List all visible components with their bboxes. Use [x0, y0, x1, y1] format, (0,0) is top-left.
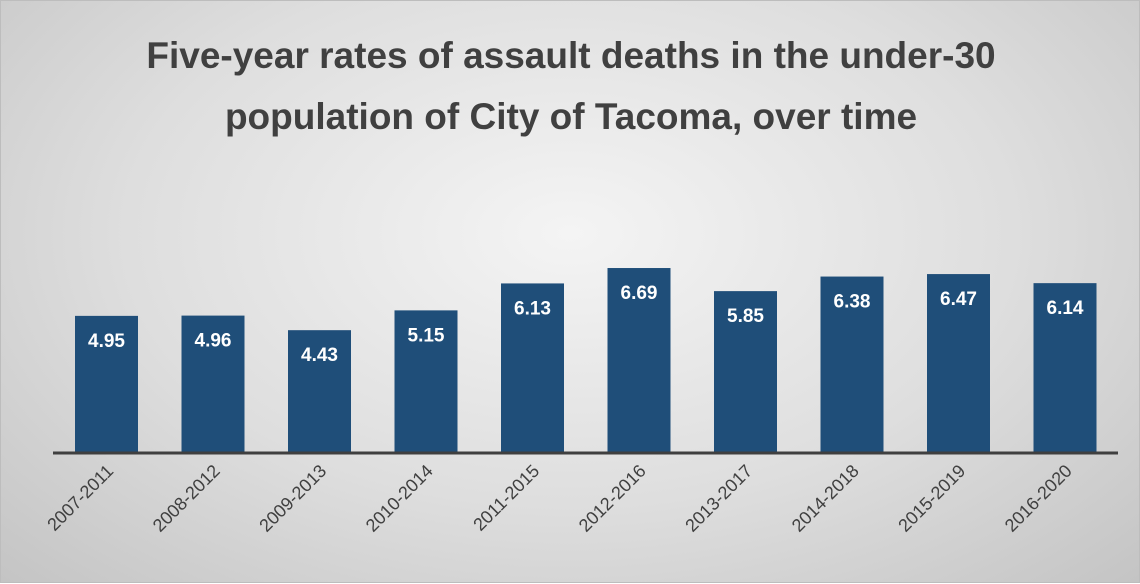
x-tick-label: 2013-2017	[681, 461, 756, 536]
data-label: 5.15	[408, 325, 445, 346]
x-tick-label: 2008-2012	[149, 461, 224, 536]
x-tick-label: 2014-2018	[788, 461, 863, 536]
bar	[394, 310, 458, 452]
bar	[1033, 283, 1097, 452]
bar	[288, 330, 351, 452]
bar	[714, 291, 777, 452]
data-label: 4.96	[195, 331, 232, 352]
x-tick-label: 2015-2019	[894, 461, 969, 536]
data-label: 6.38	[834, 292, 871, 313]
data-label: 4.43	[301, 345, 338, 366]
x-tick-label: 2011-2015	[469, 461, 543, 535]
x-tick-label: 2007-2011	[43, 461, 117, 535]
data-label: 6.47	[940, 289, 977, 310]
data-label: 6.13	[514, 298, 551, 319]
bar	[607, 268, 671, 452]
data-label: 6.69	[621, 283, 658, 304]
x-tick-label: 2010-2014	[362, 461, 437, 536]
bar	[820, 276, 884, 452]
chart-title: Five-year rates of assault deaths in the…	[146, 35, 996, 137]
x-tick-label: 2016-2020	[1001, 461, 1076, 536]
bar	[181, 315, 245, 452]
data-label: 6.14	[1047, 298, 1084, 319]
x-tick-label: 2012-2016	[575, 461, 650, 536]
x-tick-label: 2009-2013	[255, 461, 330, 536]
data-label: 5.85	[727, 306, 764, 327]
data-label: 4.95	[88, 331, 125, 352]
bar	[501, 283, 564, 452]
bar	[75, 315, 138, 452]
bar	[927, 274, 990, 452]
